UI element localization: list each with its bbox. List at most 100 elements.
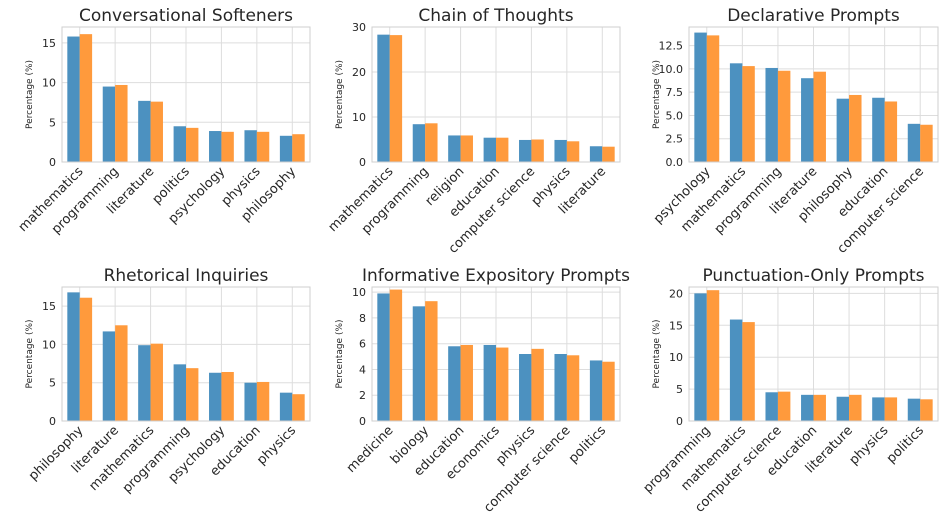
bar-programming-series-A <box>765 67 778 162</box>
y-axis-label: Percentage (%) <box>25 60 35 129</box>
bar-mathematics-series-A <box>377 34 390 162</box>
bar-computer-science-series-B <box>777 391 791 421</box>
bar-education-series-A <box>872 97 885 162</box>
bar-physics-series-A <box>279 392 293 421</box>
bar-programming-series-A <box>694 293 707 421</box>
y-axis-label: Percentage (%) <box>652 319 662 388</box>
y-tick-label: 10 <box>42 338 56 351</box>
bar-literature-series-B <box>813 71 826 162</box>
bar-physics-series-B <box>292 394 305 421</box>
bar-mathematics-series-B <box>150 343 163 421</box>
bar-psychology-series-A <box>209 131 222 162</box>
x-tick-label: physics <box>254 423 299 468</box>
y-tick-label: 15 <box>42 37 56 50</box>
y-tick-label: 8 <box>359 312 366 325</box>
bar-mathematics-series-A <box>729 319 743 421</box>
bar-education-series-B <box>460 344 473 421</box>
plot-frame <box>688 26 939 163</box>
y-tick-label: 0 <box>359 415 366 428</box>
bar-psychology-series-A <box>209 372 222 421</box>
bar-religion-series-B <box>460 135 473 162</box>
bar-politics-series-A <box>589 360 603 421</box>
bar-physics-series-A <box>244 130 257 162</box>
bar-computer-science-series-A <box>907 123 921 162</box>
bar-mathematics-series-A <box>729 63 743 162</box>
bar-psychology-series-A <box>694 32 707 162</box>
y-axis-label: Percentage (%) <box>25 319 35 388</box>
chart-panel-3: 0.02.55.07.510.012.5psychologymathematic… <box>651 6 939 257</box>
bar-programming-series-B <box>706 290 720 421</box>
y-tick-label: 10 <box>42 77 56 90</box>
bar-computer-science-series-A <box>554 354 567 421</box>
bar-programming-series-A <box>102 86 116 162</box>
y-axis-label: Percentage (%) <box>335 319 345 388</box>
bar-philosophy-series-B <box>79 297 93 421</box>
x-tick-label: politics <box>566 423 609 466</box>
chart-panel-2: 0102030mathematicsprogrammingreligionedu… <box>326 6 621 257</box>
plot-frame <box>371 286 621 422</box>
plot-frame <box>61 286 311 422</box>
bar-politics-series-A <box>907 398 921 421</box>
y-tick-label: 10 <box>352 286 366 299</box>
y-tick-label: 0 <box>676 415 683 428</box>
bar-philosophy-series-B <box>849 94 862 162</box>
bar-programming-series-B <box>115 84 128 162</box>
bar-literature-series-B <box>602 146 615 162</box>
chart-panel-5: 0246810medicinebiologyeducationeconomics… <box>335 266 630 516</box>
x-tick-label: medicine <box>344 423 397 476</box>
bar-physics-series-A <box>872 397 885 421</box>
bar-politics-series-B <box>186 127 199 162</box>
bar-physics-series-B <box>566 141 580 162</box>
bar-literature-series-B <box>849 394 862 421</box>
bar-physics-series-B <box>256 131 270 162</box>
bar-medicine-series-A <box>377 293 390 421</box>
plot-frame <box>371 26 621 163</box>
y-tick-label: 0 <box>49 415 56 428</box>
bar-economics-series-A <box>483 344 496 421</box>
bar-physics-series-B <box>884 397 898 421</box>
chart-title: Punctuation-Only Prompts <box>702 266 924 286</box>
plot-frame <box>688 286 939 422</box>
bar-psychology-series-B <box>221 131 234 162</box>
bar-programming-series-A <box>173 364 186 421</box>
y-tick-label: 7.5 <box>666 86 684 99</box>
bar-education-series-A <box>448 346 461 421</box>
bar-education-series-A <box>244 382 257 421</box>
y-tick-label: 15 <box>669 319 683 332</box>
bar-literature-series-B <box>150 101 163 162</box>
y-axis-label: Percentage (%) <box>335 60 345 129</box>
bar-literature-series-A <box>589 146 603 162</box>
bar-mathematics-series-B <box>742 66 755 162</box>
x-tick-label: politics <box>884 423 927 466</box>
bar-literature-series-A <box>801 78 814 162</box>
plot-frame <box>61 26 311 163</box>
y-tick-label: 5.0 <box>666 109 684 122</box>
bar-computer-science-series-B <box>566 355 580 421</box>
bar-philosophy-series-A <box>279 135 293 162</box>
bar-education-series-B <box>256 381 270 421</box>
bar-philosophy-series-B <box>292 134 305 162</box>
bar-mathematics-series-B <box>79 34 93 162</box>
bar-literature-series-A <box>102 331 116 421</box>
bar-mathematics-series-A <box>138 345 151 421</box>
chart-title: Informative Expository Prompts <box>362 266 630 286</box>
y-tick-label: 0.0 <box>666 156 684 169</box>
bar-programming-series-B <box>425 123 438 162</box>
y-tick-label: 12.5 <box>659 40 684 53</box>
y-tick-label: 10 <box>669 351 683 364</box>
y-tick-label: 20 <box>352 66 366 79</box>
y-tick-label: 30 <box>352 21 366 34</box>
bar-psychology-series-B <box>706 35 720 162</box>
bar-literature-series-A <box>836 396 850 421</box>
bar-computer-science-series-A <box>765 392 778 421</box>
bar-literature-series-A <box>138 100 151 162</box>
y-tick-label: 5 <box>49 116 56 129</box>
bar-psychology-series-B <box>221 371 234 421</box>
y-tick-label: 0 <box>359 156 366 169</box>
bar-biology-series-B <box>425 301 438 421</box>
bar-philosophy-series-A <box>67 292 80 421</box>
y-tick-label: 0 <box>49 156 56 169</box>
bar-philosophy-series-A <box>836 98 850 162</box>
